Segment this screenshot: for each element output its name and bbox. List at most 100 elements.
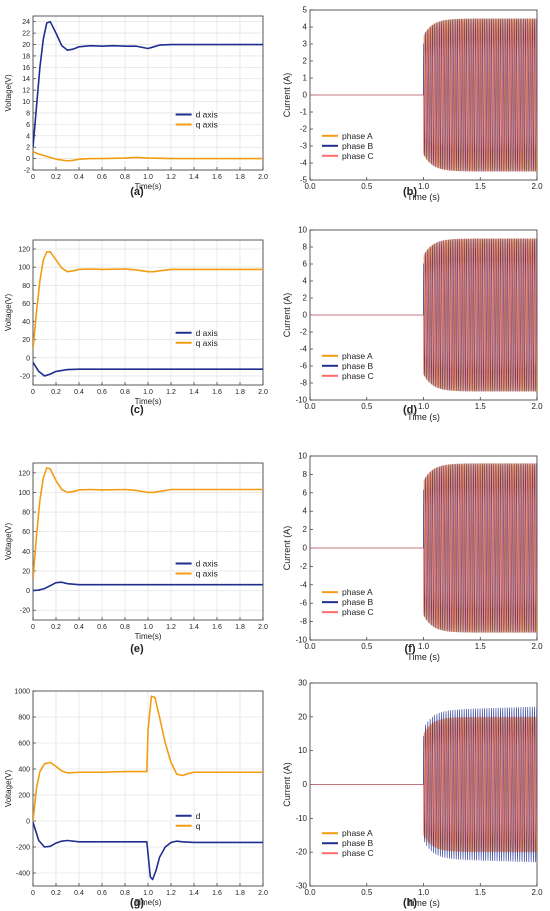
y-tick-label: 600 [18,741,30,748]
y-tick-label: -4 [300,159,308,168]
x-tick-label: 2.0 [258,174,268,181]
chart-h: 0.0 0.5 1.0 1.5 2.0 -30 -20 -10 0 10 20 30 Time (s) C… [282,679,543,910]
x-tick-label: 1.6 [212,174,222,181]
series-line-q-axis [33,250,263,349]
legend-label: phase C [342,607,374,617]
x-tick-label: 0.6 [97,389,107,396]
chart-f: 0.0 0.5 1.0 1.5 2.0 -10 -8 -6 -4 -2 0 2 4 6 8 10 Time (s… [282,452,543,663]
y-tick-label: 10 [298,746,307,755]
panel-caption: (h) [403,897,417,909]
y-tick-label: -10 [295,814,307,823]
y-tick-label: -4 [300,345,308,354]
y-tick-label: 0 [303,91,308,100]
y-tick-label: 2 [26,145,30,152]
y-tick-label: -8 [300,379,308,388]
plot-area [310,463,537,633]
x-tick-label: 0.6 [97,174,107,181]
legend-label: q axis [196,120,218,130]
x-tick-label: 1.4 [189,890,199,897]
legend-label: phase B [342,838,374,848]
legend-label: phase B [342,141,374,151]
y-axis-label: Current (A) [282,293,292,338]
y-tick-label: -4 [300,580,308,589]
legend-label: d axis [196,328,218,338]
y-tick-label: 8 [26,110,30,117]
y-tick-label: -1 [300,108,308,117]
x-tick-label: 1.8 [235,890,245,897]
y-tick-label: -2 [300,328,308,337]
y-tick-label: 80 [22,510,30,517]
x-tick-label: 1.4 [189,174,199,181]
y-tick-label: 0 [26,156,30,163]
y-tick-label: 18 [22,53,30,60]
y-tick-label: 0 [303,544,308,553]
legend-label: phase C [342,848,374,858]
y-axis-label: Current (A) [282,762,292,807]
x-tick-label: 0 [31,389,35,396]
series-line-phase-A [310,463,537,633]
y-tick-label: -10 [295,636,307,645]
x-tick-label: 1.5 [475,642,487,651]
panel-caption: (g) [130,897,144,909]
legend-label: phase B [342,361,374,371]
y-tick-label: 120 [18,470,30,477]
series-line-phase-C [310,463,537,633]
x-tick-label: 1.4 [189,624,199,631]
chart-b: 0.0 0.5 1.0 1.5 2.0 -5 -4 -3 -2 -1 0 1 2 3 4 5 Time (s) C… [282,6,543,203]
x-tick-label: 1.6 [212,389,222,396]
y-tick-label: 4 [303,507,308,516]
x-tick-label: 2.0 [531,888,543,897]
x-axis-label: Time(s) [135,632,162,641]
y-tick-label: -2 [300,125,308,134]
y-tick-label: 24 [22,19,30,26]
y-tick-label: 60 [22,529,30,536]
panel-caption: (f) [405,643,416,655]
y-axis-label: Voltage(V) [4,769,13,807]
series-line-q-axis [33,467,263,579]
x-tick-label: 0.6 [97,624,107,631]
legend: dq [175,811,201,831]
x-axis-label: Time (s) [407,652,440,662]
y-tick-label: 120 [18,247,30,254]
y-tick-label: 20 [298,712,307,721]
x-tick-label: 0 [31,624,35,631]
legend-label: d [196,811,201,821]
x-tick-label: 1.2 [166,624,176,631]
x-tick-label: 0.0 [304,888,316,897]
y-tick-label: 80 [22,283,30,290]
x-tick-label: 0 [31,174,35,181]
x-tick-label: 0.5 [361,402,373,411]
x-axis-label: Time(s) [135,397,162,406]
x-tick-label: 1.4 [189,389,199,396]
y-tick-label: 100 [18,490,30,497]
legend-label: phase C [342,371,374,381]
y-tick-label: 100 [18,265,30,272]
y-tick-label: 4 [303,277,308,286]
x-tick-label: 1.8 [235,389,245,396]
x-tick-label: 1.8 [235,174,245,181]
y-tick-label: 6 [26,122,30,129]
chart-a: 0 0.2 0.4 0.6 0.8 1.0 1.2 1.4 1.6 1.8 2.0-20246810… [4,15,268,198]
legend-label: phase C [342,151,374,161]
x-tick-label: 1.0 [143,890,153,897]
series-line-phase-C [310,716,537,853]
y-tick-label: -6 [300,599,308,608]
y-tick-label: 22 [22,31,30,38]
x-tick-label: 1.6 [212,890,222,897]
y-tick-label: 10 [298,452,307,461]
x-tick-label: 0.8 [120,174,130,181]
x-tick-label: 0.2 [51,890,61,897]
plot-area [33,695,263,881]
x-tick-label: 1.0 [418,642,430,651]
x-tick-label: 2.0 [531,182,543,191]
y-axis-label: Current (A) [282,73,292,118]
y-tick-label: -2 [24,168,30,175]
y-tick-label: 0 [26,588,30,595]
x-tick-label: 0 [31,890,35,897]
y-tick-label: 2 [303,57,308,66]
x-tick-label: 0.5 [361,182,373,191]
plot-area [33,467,263,592]
y-tick-label: 14 [22,76,30,83]
x-tick-label: 0.4 [74,389,84,396]
